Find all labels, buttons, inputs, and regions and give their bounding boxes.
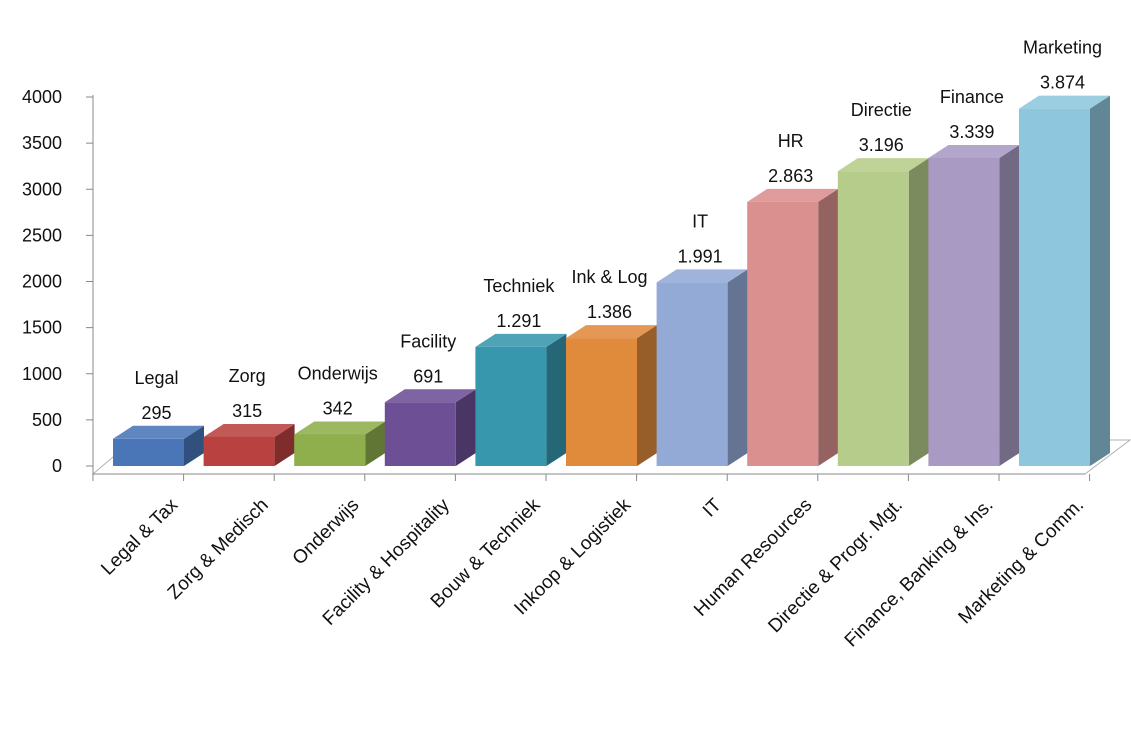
bar-2 [203,423,295,466]
bar-value-label: 315 [232,401,262,421]
bar-name-label: Zorg [229,366,266,386]
bar-top-face [113,425,204,439]
bar-front-face [384,402,456,466]
bar-side-face [546,333,567,466]
y-tick-label: 2500 [22,225,62,245]
bar-6 [566,325,657,466]
bar-10 [928,144,1020,467]
bar-name-label: Directie [851,100,912,120]
y-tick-label: 0 [52,456,62,476]
bar-5 [475,333,567,466]
bar-front-face [928,157,1000,467]
x-category-label: Onderwijs [289,495,364,570]
bar-side-face [818,188,839,466]
bar-side-face [274,423,295,466]
bar-front-face [475,346,547,466]
bar-side-face [184,425,204,466]
bar-1 [113,425,204,466]
bar-name-label: Techniek [483,276,555,296]
bar-side-face [455,389,476,466]
bar-name-label: Ink & Log [571,267,647,287]
bar-top-face [294,421,386,435]
bar-top-face [837,158,929,172]
y-tick-label: 1000 [22,364,62,384]
bar-name-label: Onderwijs [298,363,378,383]
bar-side-face [1090,95,1110,466]
bar-value-label: 3.196 [859,135,904,155]
bar-front-face [113,438,184,466]
x-category-label: IT [699,494,726,521]
bars-layer [113,95,1110,467]
bar-name-label: IT [692,211,708,231]
bar-name-label: Finance [940,87,1004,107]
bar-front-face [747,201,819,466]
bar-value-label: 3.874 [1040,73,1085,93]
bar-7 [656,269,748,466]
bar-value-label: 3.339 [949,122,994,142]
y-tick-label: 2000 [22,272,62,292]
bar-side-face [727,269,748,466]
bar-side-face [908,158,929,466]
bar-top-face [1019,95,1110,109]
bar-side-face [637,325,657,466]
bar-name-label: Legal [134,368,178,388]
bar-front-face [203,436,275,466]
bar-8 [747,188,839,466]
bar-3 [294,421,386,466]
bar-side-face [999,144,1020,467]
bar-value-label: 1.291 [496,311,541,331]
bar-value-label: 1.991 [678,246,723,266]
bar-value-label: 1.386 [587,302,632,322]
bar-front-face [1019,108,1090,466]
bar-11 [1019,95,1110,466]
bar-name-label: Facility [400,331,456,351]
bar-front-face [566,338,637,466]
bar-4 [384,389,476,466]
bar-name-label: HR [778,131,804,151]
bar-front-face [837,171,909,466]
bar-value-label: 295 [141,403,171,423]
bar-top-face [566,325,657,339]
bar-top-face [928,144,1020,158]
x-category-label: Finance, Banking & Ins. [841,495,998,652]
bar-front-face [656,282,728,466]
bar-value-label: 342 [323,398,353,418]
y-tick-label: 3000 [22,179,62,199]
bar-name-label: Marketing [1023,38,1102,58]
bar-top-face [203,423,295,437]
bar-top-face [656,269,748,283]
y-tick-label: 4000 [22,87,62,107]
bar-top-face [747,188,839,202]
bar-value-label: 2.863 [768,166,813,186]
bar-top-face [384,389,476,403]
bar-value-label: 691 [413,366,443,386]
y-tick-label: 500 [32,410,62,430]
y-tick-label: 1500 [22,318,62,338]
y-tick-label: 3500 [22,133,62,153]
bar-side-face [365,421,386,466]
bar-front-face [294,434,366,466]
bar-9 [837,158,929,466]
bar-top-face [475,333,567,347]
x-category-label: Legal & Tax [97,494,182,579]
